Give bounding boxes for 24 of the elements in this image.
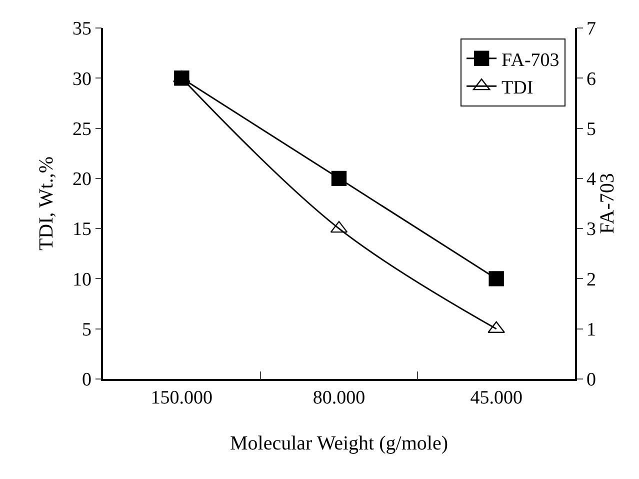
y-tick-label: 30 <box>72 68 92 90</box>
y2-tick-label: 5 <box>586 118 596 140</box>
y2-tick-label: 6 <box>586 68 596 90</box>
legend-label: FA-703 <box>502 50 560 71</box>
y-tick-label: 10 <box>72 269 92 290</box>
x-tick-label: 45.000 <box>470 388 522 409</box>
y2-tick-label: 7 <box>586 18 596 40</box>
y2-tick-label: 1 <box>586 320 596 341</box>
x-tick-label: 150.000 <box>150 388 213 409</box>
y-tick-label: 35 <box>72 18 92 40</box>
y-tick-label: 15 <box>72 219 92 240</box>
x-tick-label: 80.000 <box>312 388 366 409</box>
y-axis-title: TDI, Wt.,% <box>36 156 58 251</box>
legend-label: TDI <box>502 77 534 98</box>
y2-axis-title: FA-703 <box>596 173 619 234</box>
y-tick-label: 5 <box>82 320 92 341</box>
y2-tick-label: 2 <box>586 269 596 290</box>
y2-tick-label: 0 <box>586 370 596 391</box>
y-tick-label: 20 <box>72 169 92 190</box>
y2-tick-label: 3 <box>586 219 596 240</box>
y-tick-label: 25 <box>72 118 92 140</box>
y2-tick-label: 4 <box>586 169 597 190</box>
x-axis-title: Molecular Weight (g/mole) <box>230 432 448 455</box>
y-tick-label: 0 <box>82 370 92 391</box>
